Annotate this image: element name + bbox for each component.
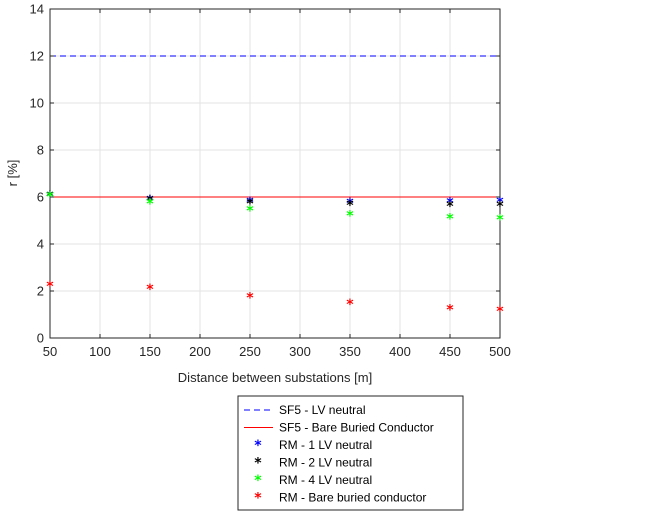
x-tick-label: 50: [43, 344, 57, 359]
series-layer: * * * * * ** * * * * ** * * * * ** ** * * *: [46, 55, 504, 320]
x-tick-label: 100: [89, 344, 111, 359]
y-axis-label: r [%]: [5, 160, 20, 187]
data-point-4: *: [346, 208, 354, 224]
data-point-2: *: [496, 195, 504, 211]
x-tick-label: 500: [489, 344, 511, 359]
legend-swatch: *: [254, 438, 262, 454]
y-tick-label: 0: [37, 331, 44, 346]
data-point-5: *: [446, 302, 454, 318]
data-point-3: *: [346, 198, 354, 214]
y-tick-label: 8: [37, 143, 44, 158]
grid: [49, 8, 501, 339]
legend-swatch: *: [254, 491, 262, 507]
plot-frame: [49, 8, 501, 339]
data-point-5: *: [146, 282, 154, 298]
data-point-5: *: [246, 291, 254, 307]
data-point-5: *: [496, 304, 504, 320]
data-point-4: *: [446, 212, 454, 228]
x-tick-label: 350: [339, 344, 361, 359]
data-point-4: *: [146, 197, 154, 213]
x-axis-label: Distance between substations [m]: [178, 370, 372, 385]
legend-box: [237, 395, 464, 511]
legend-entry: SF5 - Bare Buried Conductor: [279, 421, 434, 435]
data-point-4: *: [496, 213, 504, 229]
legend-swatch: *: [254, 473, 262, 489]
x-tick-label: 150: [139, 344, 161, 359]
legend-entry: RM - 1 LV neutral: [279, 438, 372, 452]
data-point-3: *: [446, 199, 454, 215]
y-tick-label: 10: [30, 96, 44, 111]
y-tick-label: 4: [37, 237, 44, 252]
x-tick-label: 400: [389, 344, 411, 359]
data-point-3: *: [496, 199, 504, 215]
y-tick-label: 12: [30, 49, 44, 64]
data-point-4: *: [246, 204, 254, 220]
legend-entry: RM - 4 LV neutral: [279, 473, 372, 487]
data-point-2: *: [346, 196, 354, 212]
legend-entry: RM - 2 LV neutral: [279, 456, 372, 470]
x-tick-label: 300: [289, 344, 311, 359]
data-point-2: *: [446, 196, 454, 212]
y-tick-label: 2: [37, 284, 44, 299]
y-tick-label: 14: [30, 2, 44, 17]
legend-entry: RM - Bare buried conductor: [279, 491, 426, 505]
y-tick-label: 6: [37, 190, 44, 205]
data-point-3: *: [146, 194, 154, 210]
legend-entry: SF5 - LV neutral: [279, 403, 365, 417]
legend-swatch: *: [254, 456, 262, 472]
y-axis: 0 2 4 6 8 10 12 14: [30, 2, 500, 346]
x-axis: 50 100 150 200 250 300 350 400 450 500: [43, 9, 511, 359]
data-point-4: *: [46, 190, 54, 206]
data-point-5: *: [346, 297, 354, 313]
data-point-5: *: [46, 279, 54, 295]
data-point-2: *: [246, 195, 254, 211]
data-point-2: *: [146, 193, 154, 209]
x-tick-label: 250: [239, 344, 261, 359]
x-tick-label: 450: [439, 344, 461, 359]
data-point-3: *: [246, 197, 254, 213]
x-tick-label: 200: [189, 344, 211, 359]
legend: SF5 - LV neutral SF5 - Bare Buried Conduc…: [237, 395, 464, 511]
